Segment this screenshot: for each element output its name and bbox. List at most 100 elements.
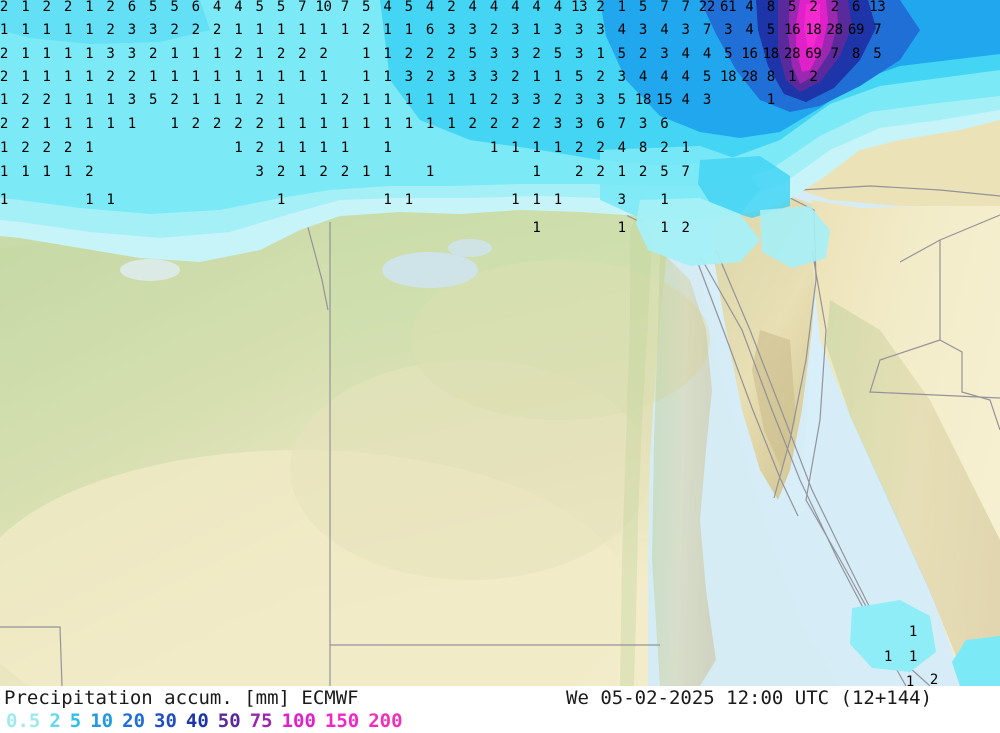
precip-value-cell: 2 — [532, 116, 541, 132]
precip-value-cell: 3 — [127, 22, 136, 38]
precipitation-layer — [0, 0, 1000, 686]
precip-value-cell: 3 — [255, 164, 264, 180]
precip-value-cell: 1 — [425, 116, 435, 132]
precip-value-cell: 1 — [21, 164, 30, 180]
precip-value-cell: 18 — [762, 46, 780, 62]
precip-value-cell: 1 — [0, 164, 9, 180]
precip-value-cell: 1 — [340, 140, 349, 156]
precip-value-cell: 3 — [447, 69, 456, 85]
precip-value-cell: 1 — [191, 46, 200, 62]
legend-title: Precipitation accum. [mm] ECMWF — [4, 687, 359, 709]
precip-value-cell: 13 — [869, 0, 886, 15]
precip-value-cell: 5 — [873, 46, 882, 62]
precip-value-cell: 1 — [447, 92, 456, 108]
precip-value-cell: 1 — [298, 69, 307, 85]
legend-tick-2: 2 — [49, 710, 61, 732]
precip-value-cell: 5 — [617, 92, 626, 108]
precip-value-cell: 1 — [234, 69, 243, 85]
precip-value-cell: 28 — [741, 69, 758, 85]
precip-value-cell: 2 — [425, 46, 435, 62]
precip-value-cell: 1 — [298, 116, 307, 132]
precip-value-cell: 4 — [745, 22, 754, 38]
precip-value-cell: 2 — [276, 164, 285, 180]
precip-value-cell: 1 — [170, 46, 179, 62]
precip-value-cell: 2 — [106, 22, 115, 38]
precip-value-cell: 2 — [85, 164, 94, 180]
precip-value-cell: 3 — [553, 22, 562, 38]
precip-value-cell: 69 — [847, 22, 865, 38]
precip-value-cell: 4 — [212, 0, 222, 15]
precip-value-cell: 2 — [596, 164, 605, 180]
precip-value-cell: 4 — [425, 0, 435, 15]
precip-value-cell: 1 — [383, 140, 392, 156]
precip-value-cell: 4 — [745, 0, 754, 15]
precip-value-cell: 2 — [255, 116, 264, 132]
precip-value-cell: 5 — [276, 0, 285, 15]
precip-value-cell: 4 — [681, 46, 690, 62]
precipitation-map[interactable]: 2 1 2 2 1 2 6 5 5 6 4 4 5 5 7 10 7 5 4 5 4 2 4 4 4 4 4 13 2 1 5 7 7 22 61 4… — [0, 0, 1000, 686]
precip-value-cell: 2 — [149, 46, 158, 62]
precip-value-cell: 3 — [127, 46, 136, 62]
precip-value-cell: 4 — [702, 46, 711, 62]
precip-value-cell: 1 — [21, 22, 30, 38]
precip-value-cell: 5 — [702, 69, 711, 85]
precip-value-cell: 7 — [660, 0, 669, 15]
precip-value-cell: 2 — [170, 22, 179, 38]
lake-qattara — [382, 252, 478, 288]
precip-value-cell: 1 — [298, 164, 307, 180]
precip-value-cell: 2 — [0, 116, 9, 132]
precip-value-cell: 4 — [681, 92, 690, 108]
legend-tick-75: 75 — [249, 710, 273, 732]
precip-value-cell: 28 — [783, 46, 801, 62]
precip-value-cell: 3 — [447, 22, 456, 38]
precip-value-cell: 4 — [681, 69, 690, 85]
legend-tick-10: 10 — [90, 710, 114, 732]
precip-value-cell: 1 — [212, 46, 222, 62]
precip-value-cell: 1 — [425, 92, 435, 108]
precip-value-cell: 1 — [383, 92, 392, 108]
precip-value-cell: 3 — [511, 22, 520, 38]
precip-value-cell: 2 — [63, 0, 72, 15]
precip-value-cell: 5 — [660, 164, 669, 180]
lake-small-1 — [448, 239, 492, 257]
precip-value-cell: 2 — [21, 92, 30, 108]
precip-value-cell: 1 — [42, 46, 51, 62]
precip-value-cell: 1 — [0, 140, 9, 156]
precip-value-cell: 2 — [276, 46, 285, 62]
precip-value-cell: 2 — [255, 140, 264, 156]
precip-value-cell: 4 — [489, 0, 498, 15]
precip-value-cell: 1 — [383, 69, 392, 85]
precip-value-cell: 2 — [42, 92, 51, 108]
precipitation-value-grid: 2 1 2 2 1 2 6 5 5 6 4 4 5 5 7 10 7 5 4 5 4 2 4 4 4 4 4 13 2 1 5 7 7 22 61 4… — [0, 0, 939, 686]
precip-value-cell: 1 — [425, 164, 435, 180]
precip-value-cell: 1 — [383, 116, 392, 132]
precip-value-cell: 8 — [638, 140, 648, 156]
precip-value-cell: 10 — [315, 0, 332, 15]
precip-value-cell: 3 — [575, 46, 584, 62]
precip-value-cell: 1 — [42, 69, 51, 85]
red-sea-hills — [652, 250, 716, 686]
precip-patch-nile-delta-light — [636, 198, 760, 266]
precip-value-cell: 5 — [553, 46, 562, 62]
precip-value-cell: 3 — [702, 92, 711, 108]
precip-value-cell: 3 — [489, 46, 498, 62]
hejaz-mountains — [826, 300, 1000, 686]
legend-tick-40: 40 — [185, 710, 209, 732]
precip-value-cell: 1 — [42, 116, 51, 132]
precip-value-cell: 2 — [809, 69, 818, 85]
precip-value-cell: 3 — [596, 22, 605, 38]
precip-value-cell: 2 — [212, 22, 222, 38]
precip-value-cell: 2 — [319, 164, 328, 180]
precip-value-cell: 2 — [929, 672, 939, 686]
precip-value-cell: 1 — [362, 92, 371, 108]
precip-value-cell: 1 — [447, 116, 456, 132]
precip-value-cell: 3 — [575, 116, 584, 132]
precip-value-cell: 1 — [511, 140, 520, 156]
legend-tick-0.5: 0.5 — [6, 710, 41, 732]
precip-value-cell: 4 — [511, 0, 520, 15]
precip-value-cell: 4 — [660, 69, 669, 85]
precip-value-cell: 2 — [447, 46, 456, 62]
precip-value-cell: 7 — [830, 46, 839, 62]
precip-value-cell: 4 — [234, 0, 243, 15]
precip-value-cell: 16 — [741, 46, 758, 62]
